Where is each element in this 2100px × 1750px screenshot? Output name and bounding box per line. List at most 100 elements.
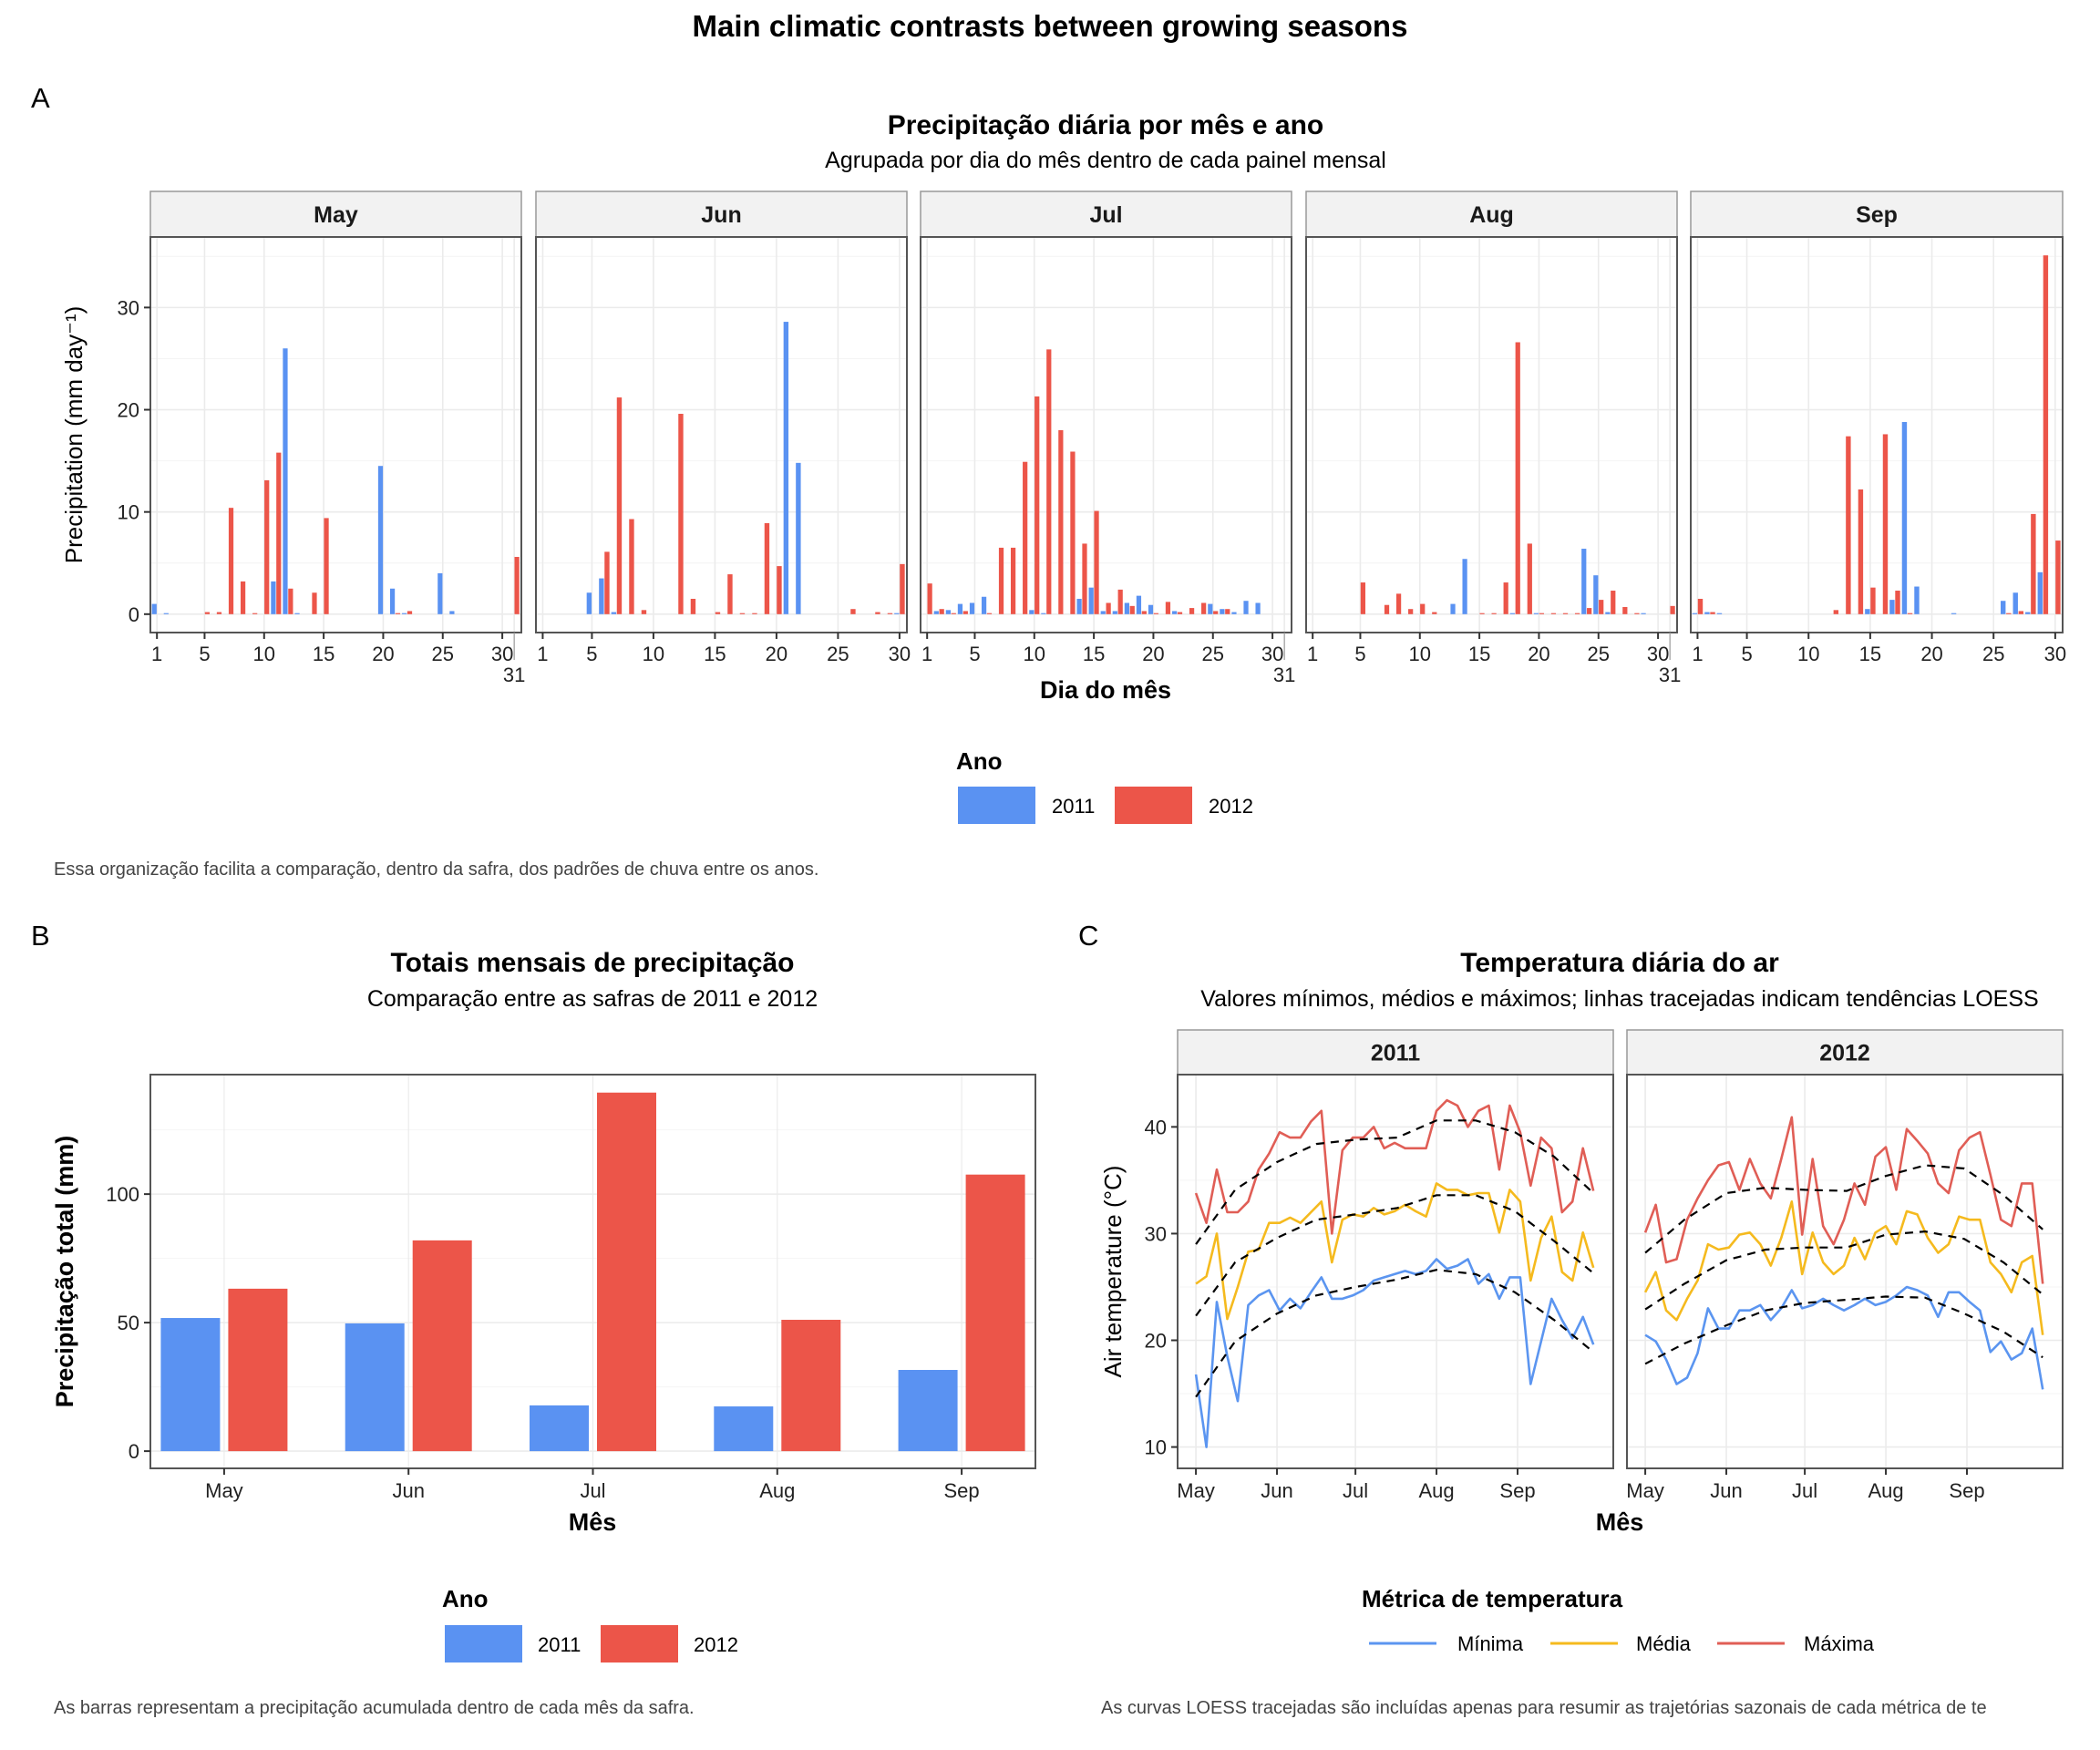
panel-c-subtitle: Valores mínimos, médios e máximos; linha…: [1200, 986, 2038, 1012]
facet-strip-label: Sep: [1856, 202, 1898, 228]
bar-2012-aug-day-21: [1550, 612, 1557, 614]
bar-2012-aug-day-17: [1503, 582, 1508, 614]
bar-2012-aug-day-8: [1395, 593, 1402, 614]
line-maxima-2012: [1643, 1116, 2044, 1284]
bar-2012-may-day-10: [264, 479, 270, 614]
panel-c-legend: Métrica de temperatura Mínima Média Máxi…: [1362, 1585, 1875, 1655]
panel-background: [921, 237, 1292, 633]
x-tick-label: May: [1177, 1479, 1215, 1502]
x-tick-label: 15: [1859, 643, 1881, 665]
bar-2012-jul-day-12: [1058, 429, 1064, 614]
x-tick-label: 10: [643, 643, 664, 665]
bar-2011-aug-day-14: [1462, 559, 1467, 614]
bar-2012-aug-day-11: [1432, 612, 1437, 614]
bar-2012-sep-day-29: [2043, 255, 2049, 614]
x-tick-label: 30: [2044, 643, 2066, 665]
trend-loess_media-2011: [1195, 1194, 1594, 1317]
y-tick-label: 50: [118, 1312, 139, 1334]
bar-2011-sep-day-29: [2037, 571, 2043, 614]
panel-border: [149, 236, 522, 633]
bar-2012-jul-day-19: [1141, 611, 1147, 614]
bar-2011-aug: [714, 1406, 774, 1452]
bar-2012-jun-day-16: [727, 574, 733, 614]
y-tick-label: 20: [118, 399, 139, 422]
bar-2012-jul-day-14: [1082, 543, 1087, 614]
panel-b: B Totais mensais de precipitação Compara…: [31, 920, 1036, 1718]
bar-2011-aug-day-13: [1450, 603, 1456, 614]
legend-title: Métrica de temperatura: [1362, 1585, 1623, 1612]
x-tick-label: 25: [1588, 643, 1610, 665]
bar-2012-aug-day-19: [1527, 543, 1532, 614]
bar-2011-may-day-22: [402, 612, 407, 614]
x-tick-label: 10: [1409, 643, 1431, 665]
bar-2012-jun-day-28: [875, 612, 880, 614]
bar-2012-aug-day-26: [1611, 591, 1616, 614]
bar-2011-jul-day-14: [1076, 598, 1082, 614]
x-tick-label: 5: [586, 643, 597, 665]
x-tick-label: 25: [1982, 643, 2004, 665]
bar-2011-jun-day-22: [796, 462, 801, 614]
bar-2012-jul-day-11: [1046, 349, 1052, 614]
y-tick-label: 20: [1145, 1330, 1167, 1353]
x-tick-label: 31: [1659, 664, 1681, 686]
panel-b-title: Totais mensais de precipitação: [391, 948, 795, 978]
bar-2011-jul-day-27: [1231, 612, 1237, 614]
bar-2012-sep-day-16: [1882, 434, 1889, 614]
legend-label-2012: 2012: [694, 1633, 738, 1656]
y-tick-label: 40: [1145, 1116, 1167, 1138]
bar-2012-may-day-14: [312, 592, 317, 614]
bar-2012-may-day-31: [514, 557, 520, 614]
bar-2012-jul-day-26: [1225, 609, 1230, 614]
panel-c-plot: 2011 May Jun Jul Aug Sep 10 20 30 40 2012 May Jun Jul…: [1145, 1029, 2064, 1502]
bar-2011-sep-day-27: [2012, 592, 2018, 614]
bar-2012-jul-day-24: [1201, 602, 1207, 614]
bar-2012-jun: [412, 1240, 472, 1452]
x-tick-label: 30: [889, 643, 911, 665]
bar-2011-jul-day-17: [1112, 611, 1117, 614]
bar-2011-aug-day-24: [1581, 549, 1587, 614]
bar-2011-jul-day-20: [1148, 604, 1154, 614]
x-tick-label: 20: [1920, 643, 1942, 665]
x-tick-label: Sep: [944, 1479, 980, 1502]
bar-2012-sep-day-30: [2055, 540, 2061, 614]
panel-b-caption: As barras representam a precipitação acu…: [54, 1698, 695, 1718]
x-tick-label: 30: [491, 643, 513, 665]
bar-2012-may-day-15: [324, 518, 329, 614]
bar-2011-sep: [898, 1370, 958, 1452]
x-tick-label: 20: [766, 643, 788, 665]
bar-2012-jul: [597, 1092, 656, 1452]
facet-strip-label: 2012: [1819, 1041, 1870, 1066]
bar-2011-aug-day-26: [1605, 612, 1611, 614]
x-tick-label: 25: [1202, 643, 1224, 665]
bar-2012-jun-day-19: [764, 523, 770, 614]
facet-strip: [1305, 190, 1678, 238]
panel-b-x-title: Mês: [569, 1508, 617, 1536]
bar-2012-may-day-7: [228, 508, 234, 614]
bar-2012-sep-day-28: [2031, 513, 2036, 614]
bar-2011-aug-day-20: [1533, 612, 1539, 614]
bar-2012-aug-day-31: [1670, 605, 1675, 614]
bar-2011-jun-day-21: [783, 322, 789, 614]
line-maxima-2011: [1194, 1098, 1595, 1235]
bar-2012-aug-day-7: [1384, 604, 1390, 614]
bar-2012-jul-day-1: [927, 583, 932, 614]
trend-loess_media-2012: [1644, 1230, 2043, 1311]
x-tick-label: 1: [537, 643, 548, 665]
bar-2011-aug-day-29: [1641, 612, 1646, 614]
bar-2012-may-day-22: [407, 611, 413, 614]
bar-2011-may-day-11: [271, 581, 276, 614]
bar-2012-jul-day-6: [986, 612, 993, 614]
bar-2012-jul-day-21: [1165, 602, 1171, 614]
y-tick-label: 10: [118, 501, 139, 524]
panel-a-x-title: Dia do mês: [1040, 676, 1171, 704]
bar-2011-sep-day-1: [1692, 612, 1698, 614]
panel-background: [150, 237, 521, 633]
x-tick-label: 5: [199, 643, 210, 665]
bar-2011-jul-day-19: [1136, 595, 1142, 614]
bar-2011-jul-day-10: [1029, 610, 1035, 614]
bar-2012-jul-day-17: [1117, 589, 1123, 614]
panel-c-y-title: Air temperature (°C): [1099, 1166, 1127, 1378]
facet-strip: [1177, 1029, 1614, 1076]
x-tick-label: 25: [827, 643, 849, 665]
bar-2012-jul-day-3: [951, 612, 956, 614]
